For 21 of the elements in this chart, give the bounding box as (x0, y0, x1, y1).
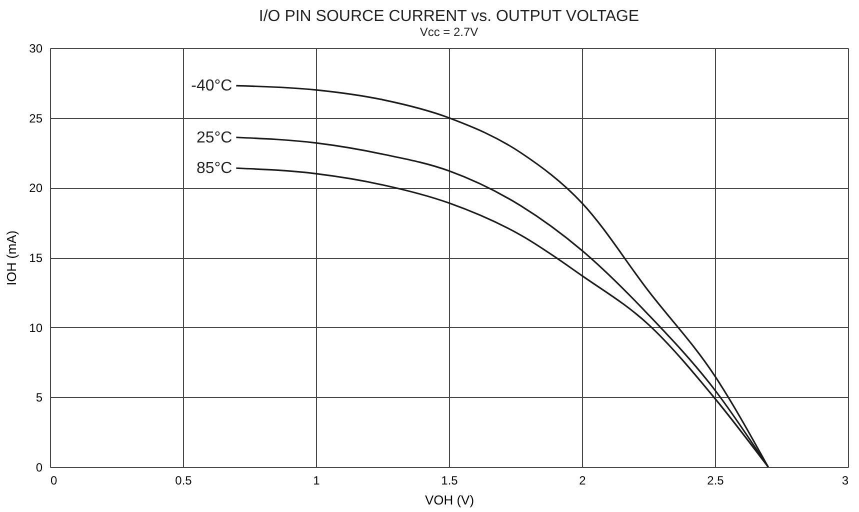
x-tick-label: 0.5 (175, 474, 192, 488)
series-label: -40°C (191, 78, 232, 95)
chart-subtitle: Vcc = 2.7V (420, 25, 478, 39)
y-tick-label: 20 (29, 181, 43, 196)
y-tick-label: 5 (36, 390, 43, 405)
series-label: 25°C (196, 129, 232, 146)
y-tick-label: 0 (36, 460, 43, 474)
x-tick-label: 0 (50, 474, 58, 488)
y-tick-label: 30 (29, 42, 43, 56)
x-tick-label: 2 (579, 474, 586, 488)
x-tick-label: 1 (313, 474, 320, 488)
series-label: 85°C (196, 160, 232, 178)
x-axis-title: VOH (V) (424, 492, 474, 508)
y-axis-title: IOH (mA) (4, 230, 20, 286)
y-tick-label: 15 (29, 251, 43, 265)
y-tick-label: 25 (29, 111, 43, 126)
chart-title: I/O PIN SOURCE CURRENT vs. OUTPUT VOLTAGE (258, 8, 640, 25)
x-tick-label: 1.5 (441, 474, 458, 488)
x-tick-label: 2.5 (707, 474, 724, 488)
x-tick-label: 3 (842, 474, 849, 488)
y-tick-label: 10 (29, 320, 43, 335)
